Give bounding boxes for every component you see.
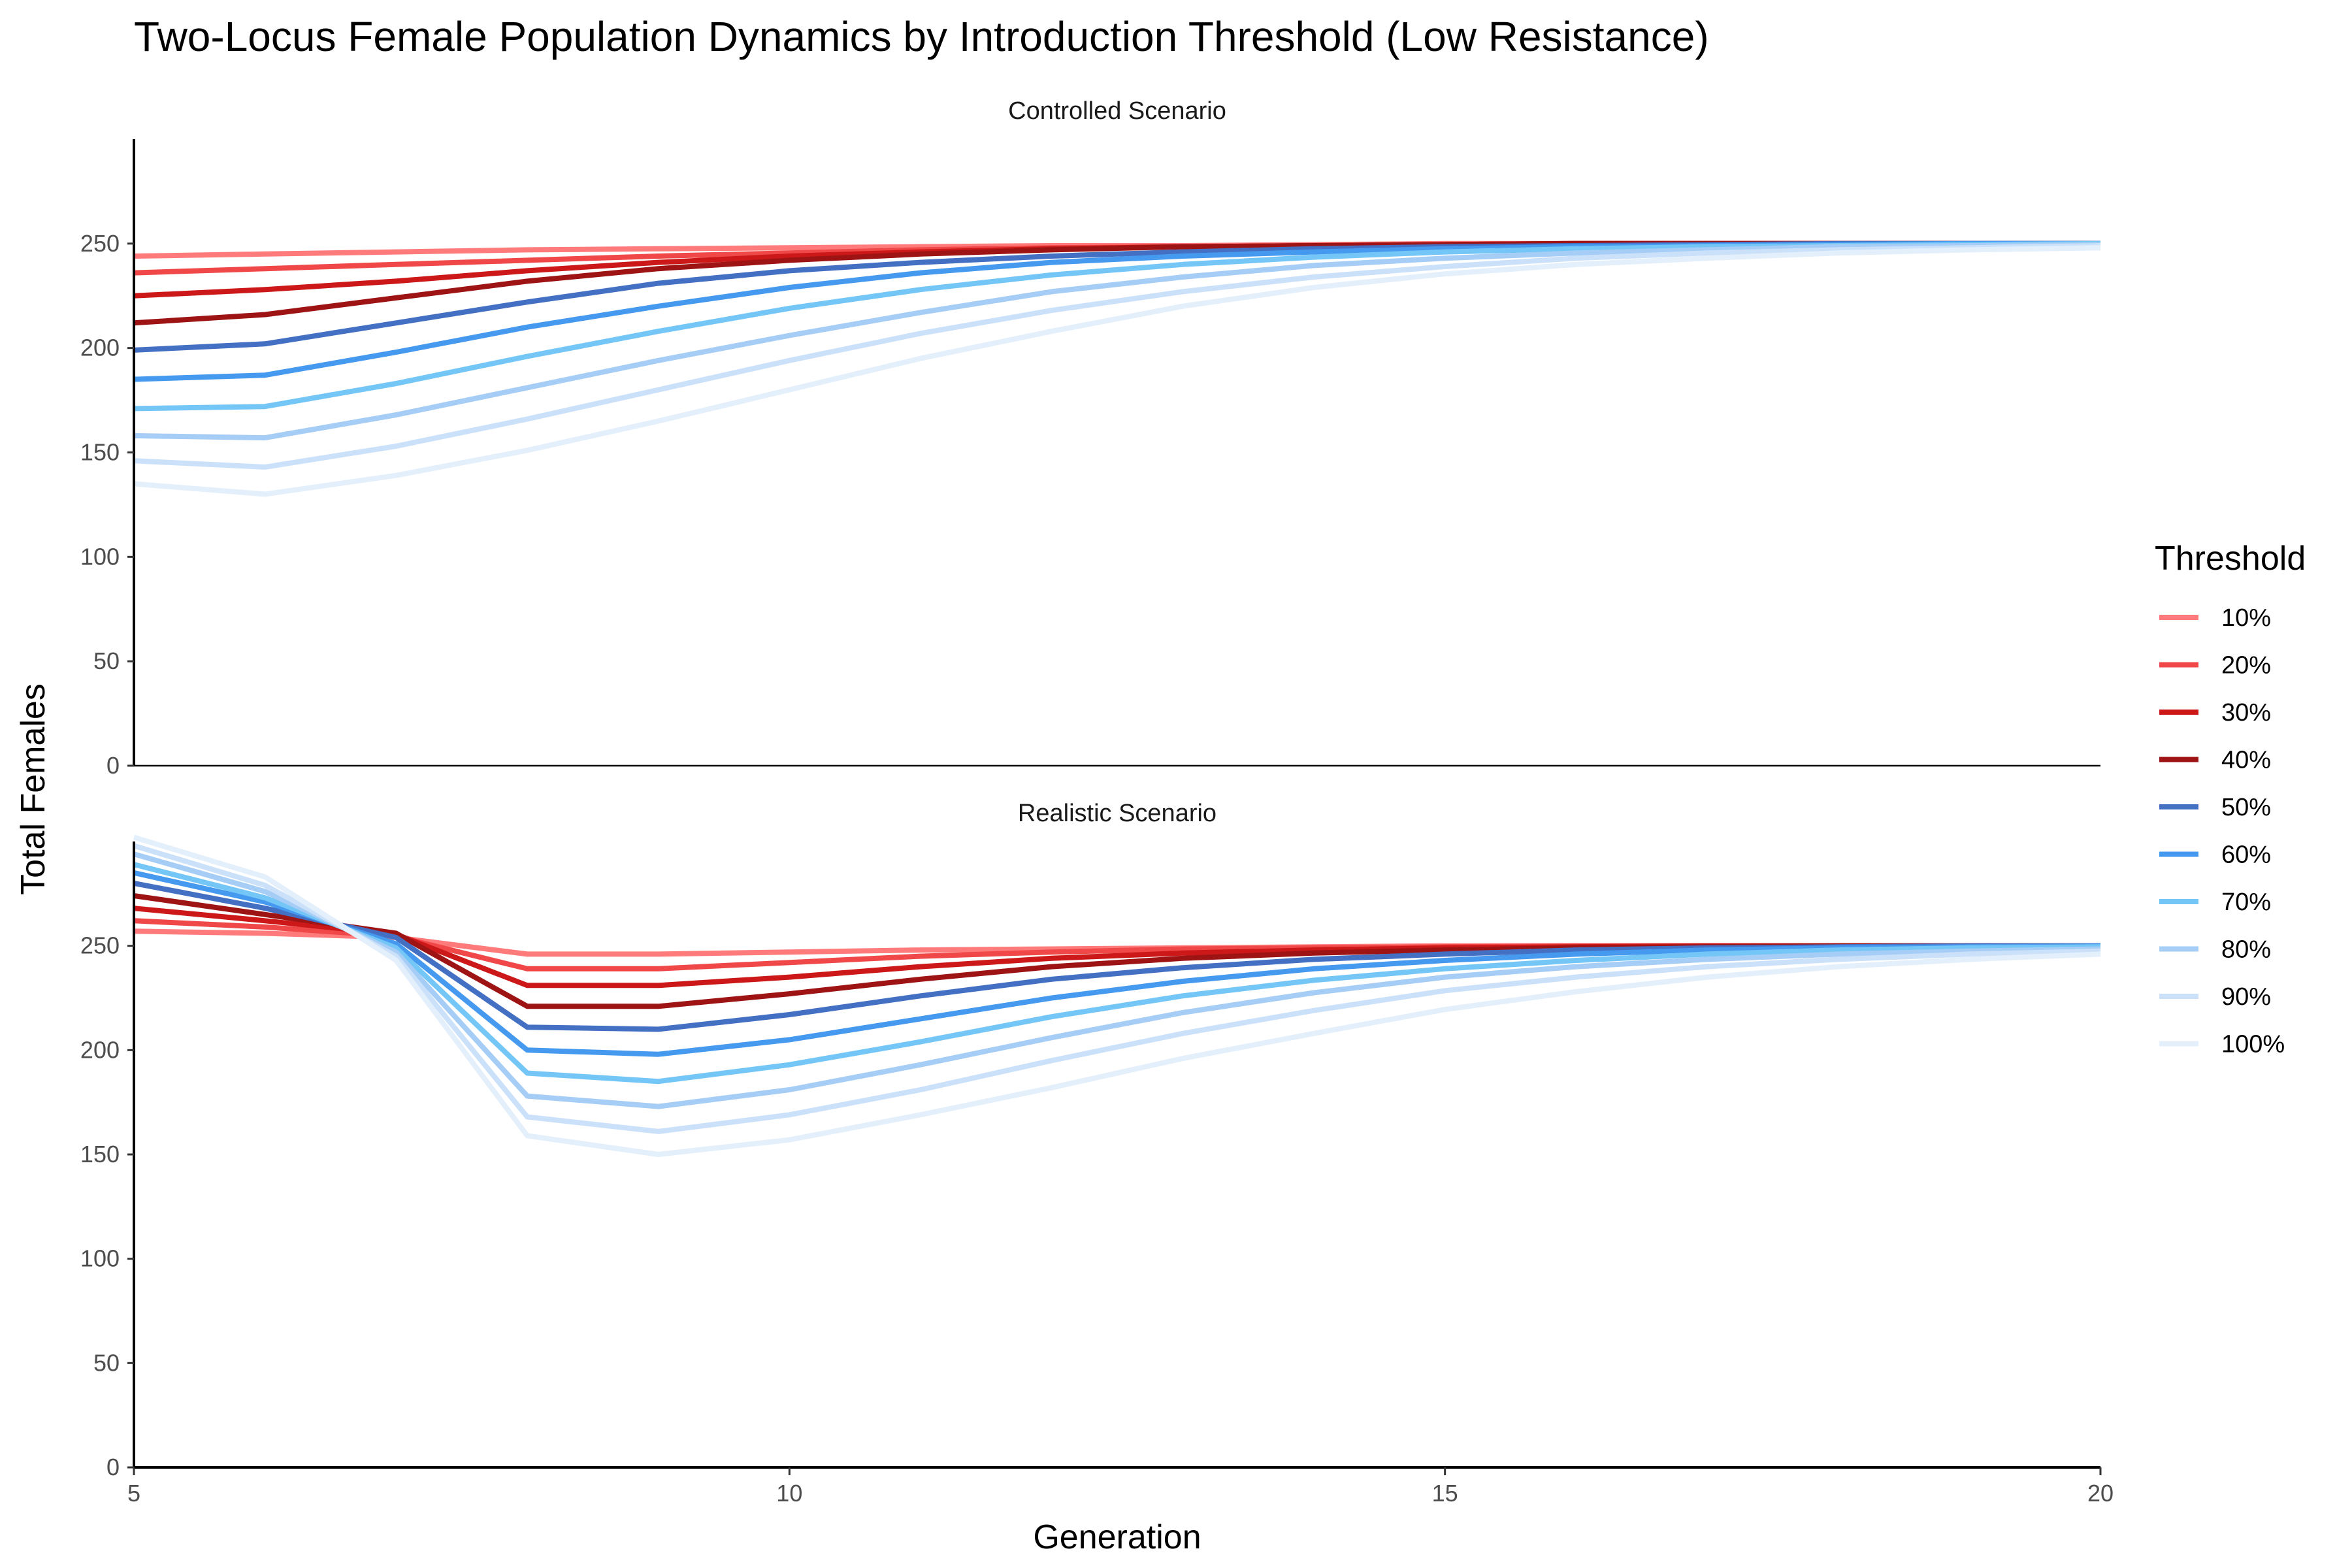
legend-label-90pct: 90%: [2221, 983, 2271, 1011]
y-tick-label-controlled: 100: [80, 543, 120, 570]
legend-label-50pct: 50%: [2221, 794, 2271, 821]
legend-label-80pct: 80%: [2221, 936, 2271, 964]
controlled-scenario-panel: Controlled Scenario 0 50 100 150 200 250: [80, 97, 2100, 779]
legend: Threshold 10% 20% 30% 40% 50% 60% 70% 80% 90% 100…: [2155, 540, 2306, 1058]
x-tick-label: 20: [2087, 1480, 2114, 1507]
legend-label-30pct: 30%: [2221, 699, 2271, 727]
y-tick-label-realistic: 150: [80, 1141, 120, 1168]
x-tick-label: 15: [1432, 1480, 1458, 1507]
realistic-scenario-panel: Realistic Scenario 0 50 100 150 200 250 5 10 15…: [80, 800, 2114, 1507]
x-tick-label: 10: [776, 1480, 802, 1507]
chart-title: Two-Locus Female Population Dynamics by …: [134, 13, 1709, 60]
y-tick-label-realistic: 100: [80, 1245, 120, 1272]
y-tick-label-controlled: 200: [80, 335, 120, 361]
y-tick-label-realistic: 250: [80, 932, 120, 959]
legend-label-10pct: 10%: [2221, 604, 2271, 632]
y-tick-label-controlled: 250: [80, 230, 120, 257]
y-tick-label-controlled: 50: [93, 647, 120, 674]
panel-title-controlled: Controlled Scenario: [1008, 97, 1226, 125]
legend-label-70pct: 70%: [2221, 889, 2271, 916]
legend-label-60pct: 60%: [2221, 841, 2271, 869]
y-tick-label-realistic: 200: [80, 1036, 120, 1063]
x-axis-title: Generation: [1033, 1518, 1201, 1556]
y-tick-label-controlled: 0: [106, 752, 120, 779]
legend-label-20pct: 20%: [2221, 652, 2271, 679]
x-tick-label: 5: [127, 1480, 140, 1507]
legend-label-40pct: 40%: [2221, 747, 2271, 774]
series-line-controlled-70pct: [134, 244, 2100, 409]
panel-title-realistic: Realistic Scenario: [1018, 800, 1217, 827]
legend-title: Threshold: [2155, 540, 2306, 578]
y-tick-label-controlled: 150: [80, 439, 120, 466]
y-tick-label-realistic: 0: [106, 1454, 120, 1480]
series-line-controlled-80pct: [134, 244, 2100, 438]
legend-label-100pct: 100%: [2221, 1031, 2285, 1058]
y-axis-title: Total Females: [14, 683, 52, 895]
y-tick-label-realistic: 50: [93, 1349, 120, 1376]
